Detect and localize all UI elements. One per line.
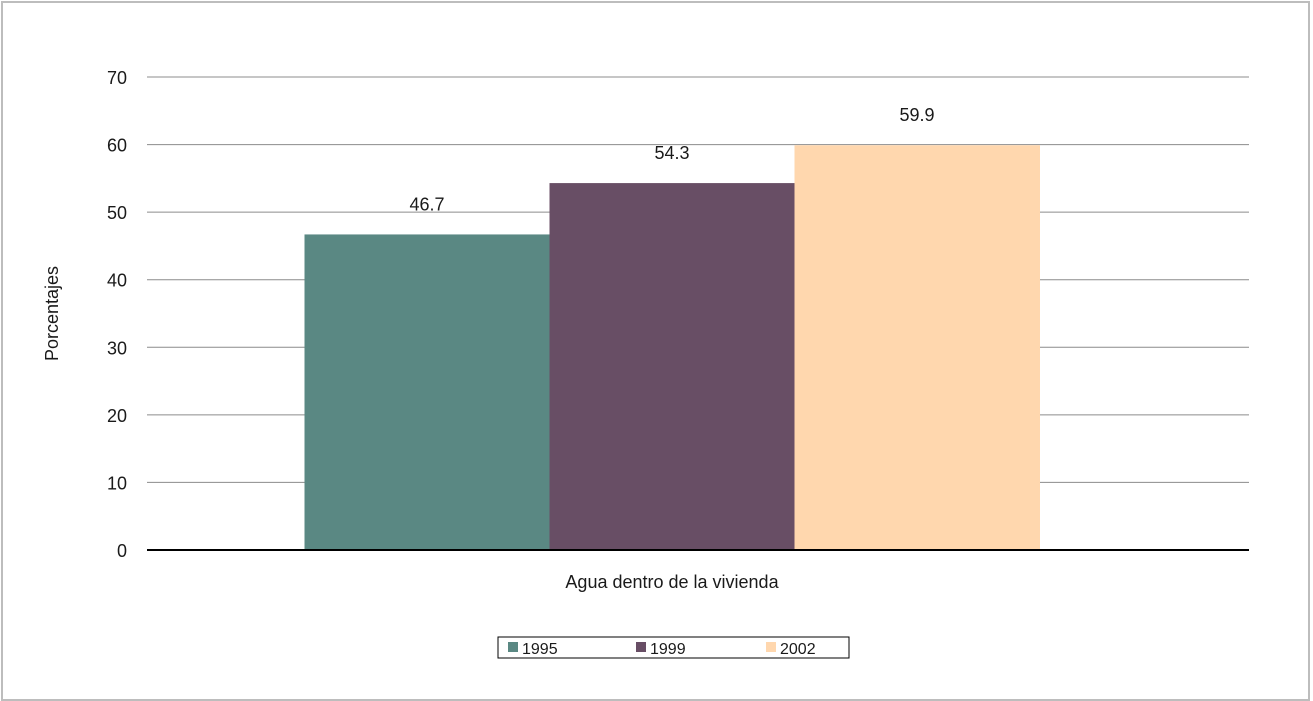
legend-swatch-1995 — [508, 642, 518, 652]
data-labels: 46.7 54.3 59.9 — [409, 105, 934, 214]
legend-label-1995: 1995 — [522, 641, 558, 658]
bars — [304, 145, 1040, 551]
data-label-2002: 59.9 — [899, 105, 934, 125]
bar-1995 — [304, 234, 550, 551]
legend-label-1999: 1999 — [650, 641, 686, 658]
data-label-1999: 54.3 — [654, 143, 689, 163]
legend-swatch-1999 — [636, 642, 646, 652]
y-tick-labels: 0 10 20 30 40 50 60 70 — [107, 68, 127, 561]
y-tick-label: 60 — [107, 136, 127, 156]
x-category-label: Agua dentro de la vivienda — [565, 572, 779, 592]
y-tick-label: 10 — [107, 473, 127, 493]
legend-box — [497, 636, 850, 659]
y-tick-label: 20 — [107, 406, 127, 426]
y-axis-label: Porcentajes — [42, 266, 62, 361]
bar-chart: 0 10 20 30 40 50 60 70 46.7 54.3 59.9 Porcentajes… — [42, 68, 1249, 659]
y-tick-label: 70 — [107, 68, 127, 88]
legend: 1995 1999 2002 — [497, 636, 850, 659]
data-label-1995: 46.7 — [409, 194, 444, 214]
legend-swatch-2002 — [766, 642, 776, 652]
bar-1999 — [549, 183, 795, 550]
legend-label-2002: 2002 — [780, 641, 816, 658]
y-tick-label: 30 — [107, 338, 127, 358]
bar-2002 — [794, 145, 1040, 551]
y-tick-label: 50 — [107, 203, 127, 223]
y-tick-label: 40 — [107, 271, 127, 291]
y-tick-label: 0 — [117, 541, 127, 561]
